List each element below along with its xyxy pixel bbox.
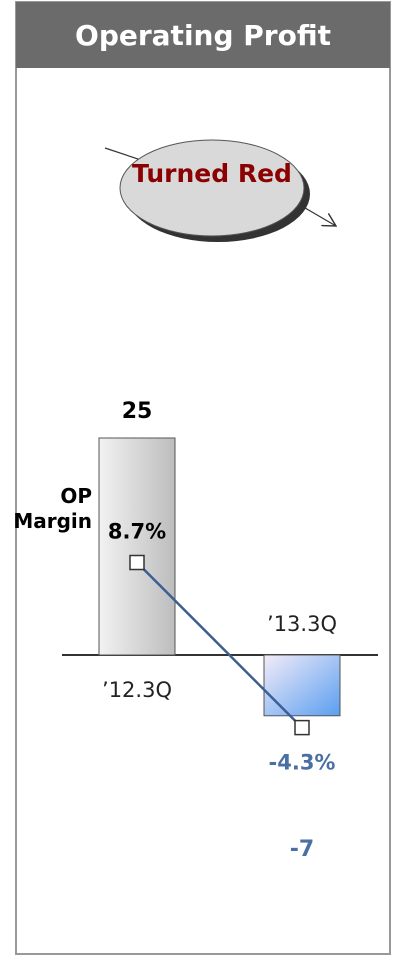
line-label: OP Margin [13, 484, 92, 533]
header [16, 2, 390, 68]
badge [119, 139, 305, 237]
category-label: ’12.3Q [102, 678, 172, 702]
category-label: ’13.3Q [267, 612, 337, 636]
bar [263, 654, 341, 717]
chart-title: Operating Profit [75, 19, 331, 52]
margin-label: -4.3% [269, 751, 336, 775]
margin-point [294, 719, 310, 736]
arrow-out [299, 204, 336, 226]
margin-line [136, 561, 303, 729]
margin-label: 8.7% [108, 520, 166, 544]
bar-value-label: 25 [122, 399, 153, 424]
bar-value-label: -7 [290, 837, 314, 862]
margin-point [129, 554, 145, 571]
annotation: Turned Red [132, 159, 292, 188]
bar [98, 437, 176, 656]
